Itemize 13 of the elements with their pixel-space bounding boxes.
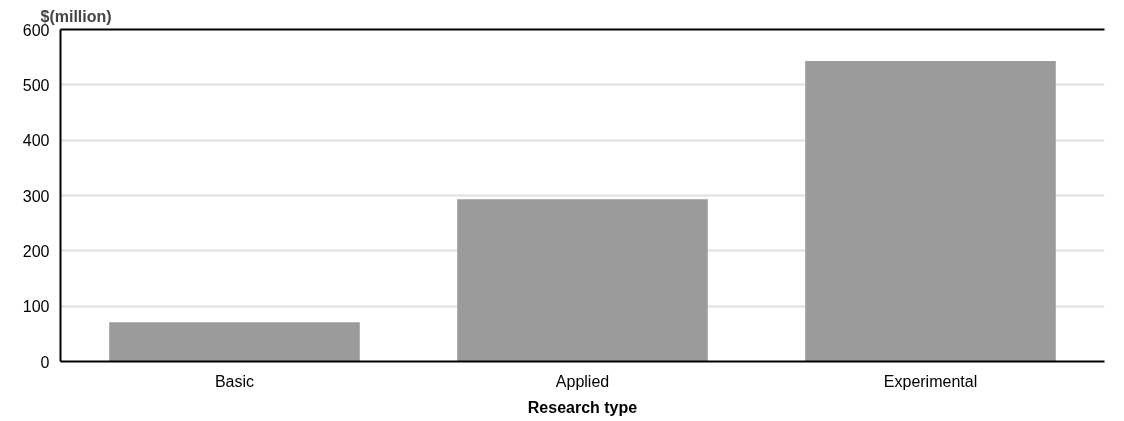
y-tick-label: 200	[22, 242, 50, 260]
y-tick-label: 400	[22, 132, 50, 150]
y-tick-label: 100	[22, 298, 50, 316]
y-tick-label: 300	[22, 187, 50, 205]
y-tick-label: 500	[22, 76, 50, 94]
bar	[457, 199, 708, 362]
y-tick-label: 0	[40, 353, 50, 371]
bar	[805, 61, 1056, 362]
x-axis-title: Research type	[527, 398, 638, 416]
bar	[109, 322, 360, 362]
x-tick-label: Applied	[555, 372, 610, 390]
x-tick-label: Experimental	[883, 372, 978, 390]
x-tick-label: Basic	[214, 372, 255, 390]
